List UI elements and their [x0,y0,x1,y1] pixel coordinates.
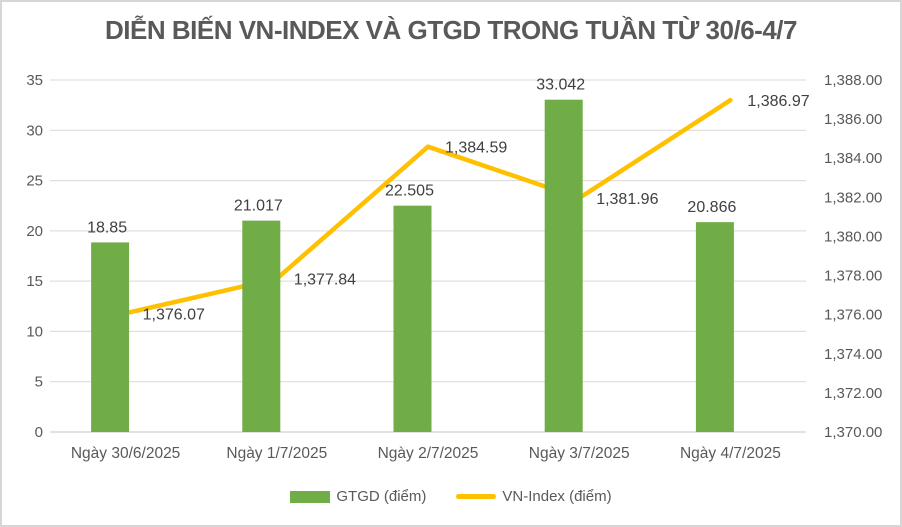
legend-item-gtgd: GTGD (điểm) [290,488,426,505]
x-axis-label: Ngày 3/7/2025 [529,445,630,462]
legend-item-vnindex: VN-Index (điểm) [456,488,612,505]
y2-axis-tick-label: 1,370.00 [824,424,882,441]
y2-axis-tick-label: 1,388.00 [824,72,882,89]
gtgd-bar [544,99,583,432]
bar-value-label: 33.042 [536,77,585,94]
bar-value-label: 21.017 [234,198,283,215]
chart-legend: GTGD (điểm) VN-Index (điểm) [2,488,900,505]
y-axis-tick-label: 35 [26,72,43,89]
gtgd-bar [91,242,130,432]
y2-axis-tick-label: 1,382.00 [824,189,882,206]
vnindex-line [123,97,733,316]
gtgd-bar [242,220,281,432]
gtgd-legend-label: GTGD (điểm) [336,488,427,505]
y2-axis-tick-label: 1,384.00 [824,150,882,167]
line-value-label: 1,386.97 [747,93,809,110]
chart-title: DIỄN BIẾN VN-INDEX VÀ GTGD TRONG TUẦN TỪ… [105,15,797,45]
y2-axis-tick-label: 1,378.00 [824,268,882,285]
bar-value-label: 22.505 [385,183,434,200]
y2-axis-tick-label: 1,380.00 [824,228,882,245]
x-axis-label: Ngày 4/7/2025 [680,445,781,462]
y-axis-tick-label: 20 [26,223,43,240]
line-value-label: 1,376.07 [143,306,205,323]
y2-axis-tick-label: 1,376.00 [824,307,882,324]
y-axis-tick-label: 10 [26,323,43,340]
bar-value-label: 18.85 [87,219,127,236]
vnindex-legend-label: VN-Index (điểm) [502,488,612,505]
y-axis-tick-label: 25 [26,173,43,190]
x-axis-label: Ngày 1/7/2025 [226,445,327,462]
gtgd-bar [393,205,432,432]
y-axis-tick-label: 0 [35,424,43,441]
x-axis-label: Ngày 2/7/2025 [378,445,479,462]
y-axis-tick-label: 5 [35,374,43,391]
y2-axis-tick-label: 1,386.00 [824,111,882,128]
y2-axis-tick-label: 1,372.00 [824,385,882,402]
gtgd-bar [695,222,734,432]
line-value-label: 1,377.84 [294,272,356,289]
vnindex-line-swatch-icon [456,494,497,499]
x-axis-label: Ngày 30/6/2025 [71,445,180,462]
y-axis-tick-label: 15 [26,273,43,290]
y2-axis-tick-label: 1,374.00 [824,346,882,363]
bar-value-label: 20.866 [687,199,736,216]
gtgd-bar-swatch-icon [290,490,331,503]
line-value-label: 1,381.96 [596,191,658,208]
y-axis-tick-label: 30 [26,122,43,139]
line-value-label: 1,384.59 [445,140,507,157]
